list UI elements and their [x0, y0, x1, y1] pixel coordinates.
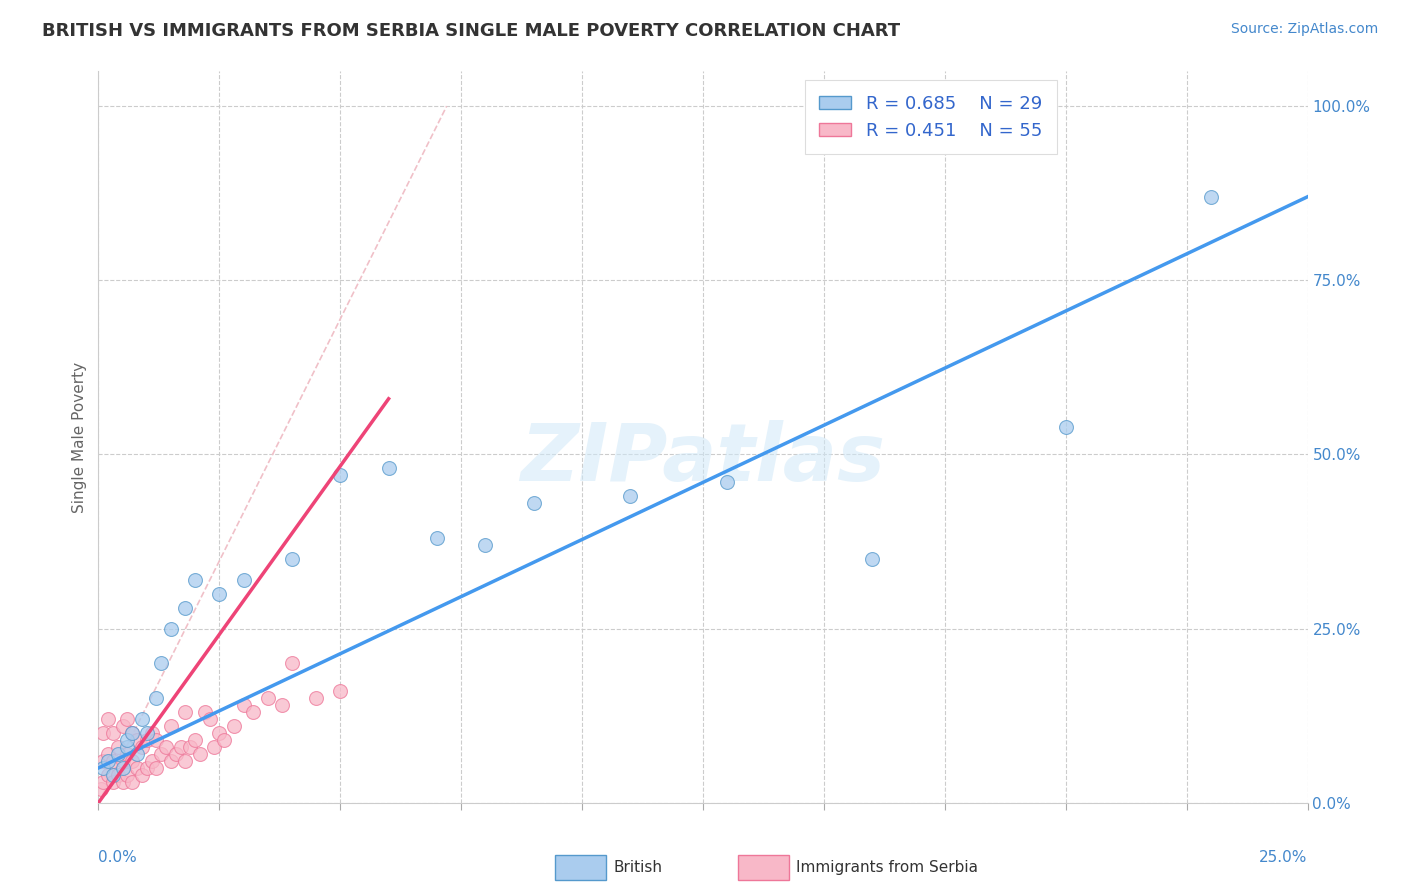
Point [97, 768, 120, 782]
Point [145, 691, 167, 706]
Point [165, 747, 187, 761]
Point [232, 573, 254, 587]
Point [174, 705, 197, 719]
Point [121, 754, 143, 768]
Point [184, 573, 207, 587]
Point [222, 719, 245, 733]
Point [117, 733, 139, 747]
Point [169, 740, 191, 755]
Point [107, 768, 129, 782]
Text: 25.0%: 25.0% [1260, 850, 1308, 865]
Point [174, 600, 197, 615]
Point [101, 768, 124, 782]
Point [145, 733, 167, 747]
Point [208, 587, 231, 601]
Point [212, 733, 235, 747]
Point [111, 719, 134, 733]
Point [127, 747, 149, 761]
Point [101, 775, 124, 789]
Point [155, 740, 177, 755]
Point [1054, 419, 1077, 434]
Point [135, 733, 157, 747]
Point [174, 754, 197, 768]
Point [145, 761, 167, 775]
Point [1199, 190, 1222, 204]
Point [281, 552, 304, 566]
Point [242, 705, 264, 719]
Point [121, 726, 143, 740]
Point [208, 726, 231, 740]
Point [329, 684, 352, 698]
Point [107, 747, 129, 761]
Point [117, 712, 139, 726]
Text: Immigrants from Serbia: Immigrants from Serbia [796, 861, 977, 875]
Text: 0.0%: 0.0% [98, 850, 138, 865]
Point [97, 712, 120, 726]
Point [188, 747, 211, 761]
Text: BRITISH VS IMMIGRANTS FROM SERBIA SINGLE MALE POVERTY CORRELATION CHART: BRITISH VS IMMIGRANTS FROM SERBIA SINGLE… [42, 22, 900, 40]
Point [523, 496, 546, 510]
Point [281, 657, 304, 671]
Point [860, 552, 883, 566]
Point [141, 726, 163, 740]
Y-axis label: Single Male Poverty: Single Male Poverty [72, 361, 87, 513]
Point [117, 747, 139, 761]
Point [111, 761, 134, 775]
Point [97, 747, 120, 761]
Point [131, 740, 153, 755]
Point [160, 754, 183, 768]
Legend: R = 0.685    N = 29, R = 0.451    N = 55: R = 0.685 N = 29, R = 0.451 N = 55 [804, 80, 1057, 154]
Point [107, 740, 129, 755]
Point [716, 475, 738, 490]
Point [474, 538, 496, 552]
Point [184, 733, 207, 747]
Point [619, 489, 641, 503]
Point [256, 691, 278, 706]
Point [121, 775, 143, 789]
Text: British: British [613, 861, 662, 875]
Point [135, 726, 157, 740]
Point [160, 622, 183, 636]
Point [160, 719, 183, 733]
Point [232, 698, 254, 713]
Point [121, 726, 143, 740]
Point [271, 698, 294, 713]
Point [91, 761, 114, 775]
Point [117, 768, 139, 782]
Point [426, 531, 449, 545]
Point [127, 761, 149, 775]
Point [377, 461, 399, 475]
Point [111, 754, 134, 768]
Point [131, 712, 153, 726]
Point [91, 754, 114, 768]
Point [198, 712, 221, 726]
Point [91, 726, 114, 740]
Point [111, 775, 134, 789]
Point [127, 733, 149, 747]
Point [329, 468, 352, 483]
Point [141, 754, 163, 768]
Point [150, 747, 173, 761]
Point [97, 754, 120, 768]
Point [135, 761, 157, 775]
Text: ZIPatlas: ZIPatlas [520, 420, 886, 498]
Point [91, 775, 114, 789]
Point [179, 740, 201, 755]
Text: Source: ZipAtlas.com: Source: ZipAtlas.com [1230, 22, 1378, 37]
Point [117, 740, 139, 755]
Point [305, 691, 328, 706]
Point [101, 726, 124, 740]
Point [90, 781, 112, 796]
Point [101, 754, 124, 768]
Point [194, 705, 217, 719]
Point [131, 768, 153, 782]
Point [150, 657, 173, 671]
Point [204, 740, 226, 755]
